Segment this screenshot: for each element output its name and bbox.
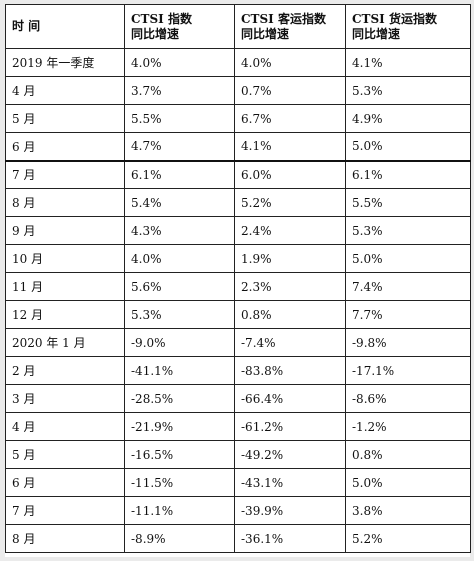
table-row: 8 月 -8.9% -36.1% 5.2%: [5, 524, 471, 553]
cell-passenger: -43.1%: [234, 468, 346, 497]
cell-ctsi: -28.5%: [124, 384, 235, 413]
cell-freight: -9.8%: [345, 328, 471, 357]
cell-period: 5 月: [5, 440, 125, 469]
cell-freight: -17.1%: [345, 356, 471, 385]
table-row: 6 月 -11.5% -43.1% 5.0%: [5, 468, 471, 497]
cell-passenger: 1.9%: [234, 244, 346, 273]
cell-freight: 5.0%: [345, 468, 471, 497]
table-row: 4 月 3.7% 0.7% 5.3%: [5, 76, 471, 105]
cell-ctsi: 5.3%: [124, 300, 235, 329]
cell-period: 2 月: [5, 356, 125, 385]
cell-period: 7 月: [5, 496, 125, 525]
cell-freight: 5.5%: [345, 188, 471, 217]
cell-passenger: -83.8%: [234, 356, 346, 385]
table-container: 时 间 CTSI 指数 同比增速 CTSI 客运指数 同比增速 CTSI 货运指…: [5, 4, 471, 557]
cell-period: 2020 年 1 月: [5, 328, 125, 357]
cell-freight: 5.3%: [345, 216, 471, 245]
cell-ctsi: -8.9%: [124, 524, 235, 553]
cell-freight: -8.6%: [345, 384, 471, 413]
cell-freight: 5.0%: [345, 244, 471, 273]
cell-ctsi: 5.5%: [124, 104, 235, 133]
cell-freight: 0.8%: [345, 440, 471, 469]
cell-passenger: 4.0%: [234, 48, 346, 77]
cell-passenger: -61.2%: [234, 412, 346, 441]
cell-passenger: -7.4%: [234, 328, 346, 357]
cell-ctsi: -11.1%: [124, 496, 235, 525]
cell-freight: 5.0%: [345, 132, 471, 161]
data-table: 时 间 CTSI 指数 同比增速 CTSI 客运指数 同比增速 CTSI 货运指…: [5, 4, 471, 553]
cell-freight: 7.7%: [345, 300, 471, 329]
cell-freight: 7.4%: [345, 272, 471, 301]
table-header-row: 时 间 CTSI 指数 同比增速 CTSI 客运指数 同比增速 CTSI 货运指…: [5, 4, 471, 49]
cell-period: 4 月: [5, 412, 125, 441]
cell-period: 8 月: [5, 524, 125, 553]
cell-ctsi: 5.6%: [124, 272, 235, 301]
cell-freight: 4.1%: [345, 48, 471, 77]
cell-ctsi: 6.1%: [124, 159, 235, 189]
table-row: 4 月 -21.9% -61.2% -1.2%: [5, 412, 471, 441]
table-row: 7 月 6.1% 6.0% 6.1%: [5, 159, 471, 189]
header-ctsi: CTSI 指数 同比增速: [124, 4, 235, 49]
table-body: 2019 年一季度 4.0% 4.0% 4.1% 4 月 3.7% 0.7% 5…: [5, 48, 471, 553]
cell-freight: -1.2%: [345, 412, 471, 441]
cell-ctsi: 4.0%: [124, 48, 235, 77]
cell-passenger: 0.7%: [234, 76, 346, 105]
table-row: 6 月 4.7% 4.1% 5.0%: [5, 132, 471, 161]
cell-period: 3 月: [5, 384, 125, 413]
cell-freight: 6.1%: [345, 159, 471, 189]
cell-passenger: -66.4%: [234, 384, 346, 413]
cell-period: 6 月: [5, 468, 125, 497]
cell-period: 2019 年一季度: [5, 48, 125, 77]
cell-period: 7 月: [5, 159, 125, 189]
table-row: 7 月 -11.1% -39.9% 3.8%: [5, 496, 471, 525]
table-row: 12 月 5.3% 0.8% 7.7%: [5, 300, 471, 329]
cell-passenger: 0.8%: [234, 300, 346, 329]
cell-freight: 4.9%: [345, 104, 471, 133]
cell-ctsi: 4.0%: [124, 244, 235, 273]
table-row: 11 月 5.6% 2.3% 7.4%: [5, 272, 471, 301]
header-ctsi-passenger: CTSI 客运指数 同比增速: [234, 4, 346, 49]
cell-period: 6 月: [5, 132, 125, 161]
cell-ctsi: -16.5%: [124, 440, 235, 469]
cell-ctsi: -21.9%: [124, 412, 235, 441]
table-row: 5 月 5.5% 6.7% 4.9%: [5, 104, 471, 133]
cell-ctsi: -11.5%: [124, 468, 235, 497]
cell-period: 4 月: [5, 76, 125, 105]
cell-ctsi: 4.3%: [124, 216, 235, 245]
cell-passenger: 5.2%: [234, 188, 346, 217]
table-row: 10 月 4.0% 1.9% 5.0%: [5, 244, 471, 273]
cell-ctsi: 4.7%: [124, 132, 235, 161]
cell-passenger: 6.0%: [234, 159, 346, 189]
cell-ctsi: -41.1%: [124, 356, 235, 385]
table-row: 3 月 -28.5% -66.4% -8.6%: [5, 384, 471, 413]
cell-freight: 5.2%: [345, 524, 471, 553]
cell-period: 8 月: [5, 188, 125, 217]
cell-period: 10 月: [5, 244, 125, 273]
cell-passenger: -36.1%: [234, 524, 346, 553]
header-time: 时 间: [5, 4, 125, 49]
cell-ctsi: -9.0%: [124, 328, 235, 357]
cell-passenger: 6.7%: [234, 104, 346, 133]
cell-passenger: 2.3%: [234, 272, 346, 301]
table-row: 2020 年 1 月 -9.0% -7.4% -9.8%: [5, 328, 471, 357]
cell-passenger: 4.1%: [234, 132, 346, 161]
cell-passenger: -39.9%: [234, 496, 346, 525]
table-row: 8 月 5.4% 5.2% 5.5%: [5, 188, 471, 217]
header-ctsi-freight: CTSI 货运指数 同比增速: [345, 4, 471, 49]
table-row: 9 月 4.3% 2.4% 5.3%: [5, 216, 471, 245]
cell-period: 12 月: [5, 300, 125, 329]
cell-freight: 3.8%: [345, 496, 471, 525]
cell-period: 9 月: [5, 216, 125, 245]
cell-period: 5 月: [5, 104, 125, 133]
cell-period: 11 月: [5, 272, 125, 301]
table-row: 5 月 -16.5% -49.2% 0.8%: [5, 440, 471, 469]
cell-passenger: -49.2%: [234, 440, 346, 469]
cell-passenger: 2.4%: [234, 216, 346, 245]
cell-ctsi: 3.7%: [124, 76, 235, 105]
table-row: 2019 年一季度 4.0% 4.0% 4.1%: [5, 48, 471, 77]
table-row: 2 月 -41.1% -83.8% -17.1%: [5, 356, 471, 385]
cell-ctsi: 5.4%: [124, 188, 235, 217]
cell-freight: 5.3%: [345, 76, 471, 105]
